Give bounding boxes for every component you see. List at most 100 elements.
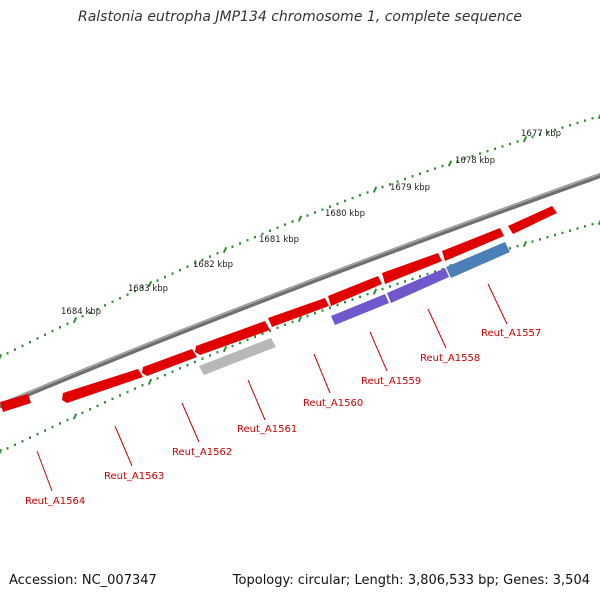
forward-gene-arrow[interactable] bbox=[328, 276, 382, 306]
scale-dot bbox=[96, 404, 99, 407]
label-line-Reut_A1563 bbox=[114, 425, 133, 467]
scale-dot bbox=[44, 429, 46, 432]
scale-dot bbox=[411, 175, 414, 178]
forward-gene-arrow[interactable] bbox=[508, 206, 557, 234]
scale-tick-label: 1680 kbp bbox=[325, 209, 365, 219]
scale-dot bbox=[321, 208, 324, 211]
gene-label-Reut_A1561[interactable]: Reut_A1561 bbox=[237, 424, 297, 435]
outer-scale-track bbox=[0, 112, 600, 361]
scale-dot bbox=[434, 270, 436, 273]
scale-dot bbox=[89, 408, 91, 411]
scale-dot bbox=[351, 196, 354, 200]
scale-dot bbox=[239, 242, 241, 245]
scale-dot bbox=[434, 167, 436, 170]
forward-gene-arrow[interactable] bbox=[195, 321, 270, 355]
forward-gene-arrow[interactable] bbox=[62, 369, 143, 403]
scale-dot bbox=[389, 183, 391, 186]
scale-dot bbox=[561, 231, 564, 235]
scale-major-tick bbox=[522, 136, 528, 143]
scale-dot bbox=[531, 135, 534, 139]
scale-dot bbox=[194, 360, 196, 364]
scale-dot bbox=[104, 304, 106, 307]
scale-dot bbox=[156, 279, 159, 282]
forward-gene-arrow[interactable] bbox=[268, 298, 329, 327]
scale-dot bbox=[479, 152, 481, 155]
scale-dot bbox=[464, 157, 466, 160]
scale-dot bbox=[516, 244, 519, 248]
scale-dot bbox=[231, 245, 234, 248]
scale-major-tick bbox=[297, 215, 303, 222]
scale-major-tick bbox=[522, 240, 528, 248]
scale-major-tick bbox=[0, 448, 3, 456]
gene-label-Reut_A1559[interactable]: Reut_A1559 bbox=[361, 376, 421, 387]
length-label: Length: bbox=[354, 573, 404, 588]
scale-dot bbox=[284, 323, 286, 326]
gene-label-Reut_A1562[interactable]: Reut_A1562 bbox=[172, 447, 232, 458]
gene-labels: Reut_A1557 Reut_A1558 Reut_A1559 Reut_A1… bbox=[25, 328, 541, 507]
scale-dot bbox=[254, 235, 256, 239]
label-line-Reut_A1560 bbox=[313, 353, 331, 394]
scale-dot bbox=[276, 326, 279, 329]
forward-gene-arrow[interactable] bbox=[382, 253, 442, 284]
gene-label-Reut_A1564[interactable]: Reut_A1564 bbox=[25, 496, 85, 507]
scale-dot bbox=[591, 223, 594, 226]
gene-Reut_A1559-arrow[interactable] bbox=[331, 294, 389, 325]
scale-dot bbox=[6, 352, 9, 355]
scale-dot bbox=[419, 275, 421, 278]
gene-label-lines bbox=[36, 283, 508, 492]
scale-dot bbox=[96, 307, 99, 311]
scale-dot bbox=[329, 205, 331, 208]
scale-dot bbox=[141, 384, 144, 387]
scale-dot bbox=[29, 340, 31, 344]
scale-dot bbox=[81, 411, 84, 414]
scale-dot bbox=[539, 133, 541, 136]
scale-dot bbox=[284, 223, 286, 226]
scale-dot bbox=[29, 436, 31, 439]
gene-label-Reut_A1563[interactable]: Reut_A1563 bbox=[104, 471, 164, 482]
scale-dot bbox=[396, 282, 399, 286]
gene-Reut_A1561-arrow[interactable] bbox=[199, 338, 276, 375]
gene-Reut_A1557-arrow[interactable] bbox=[446, 242, 510, 278]
length-value: 3,806,533 bp bbox=[407, 573, 495, 588]
gene-label-Reut_A1560[interactable]: Reut_A1560 bbox=[303, 398, 363, 409]
genes-label: Genes: bbox=[503, 573, 549, 588]
scale-dot bbox=[591, 117, 594, 120]
scale-dot bbox=[171, 272, 174, 275]
scale-dot bbox=[209, 354, 211, 357]
topology-value: circular bbox=[297, 573, 346, 588]
scale-dot bbox=[51, 425, 54, 429]
gene-label-Reut_A1557[interactable]: Reut_A1557 bbox=[481, 328, 541, 339]
scale-dot bbox=[111, 397, 114, 401]
accession-info: Accession: NC_007347 bbox=[9, 573, 157, 588]
gene-Reut_A1558-arrow[interactable] bbox=[387, 268, 449, 303]
scale-dot bbox=[359, 295, 361, 299]
accession-value: NC_007347 bbox=[81, 573, 157, 588]
scale-dot bbox=[186, 265, 189, 268]
scale-dot bbox=[111, 300, 114, 303]
forward-gene-arrow[interactable] bbox=[442, 228, 504, 261]
scale-major-tick bbox=[72, 316, 78, 324]
scale-dot bbox=[186, 364, 189, 367]
scale-dot bbox=[561, 126, 564, 129]
scale-tick-label: 1682 kbp bbox=[193, 260, 233, 270]
scale-dot bbox=[404, 280, 406, 283]
scale-dot bbox=[456, 159, 459, 163]
scale-dot bbox=[306, 214, 309, 217]
scale-dot bbox=[411, 277, 414, 281]
scale-dot bbox=[516, 140, 519, 143]
scale-dot bbox=[134, 289, 136, 293]
scale-tick-label: 1683 kbp bbox=[128, 284, 168, 294]
scale-dot bbox=[246, 338, 249, 341]
scale-dot bbox=[396, 180, 399, 183]
gene-label-Reut_A1558[interactable]: Reut_A1558 bbox=[420, 353, 480, 364]
forward-gene-arrow[interactable] bbox=[0, 394, 31, 412]
chromosome-backbone-highlight bbox=[0, 173, 600, 406]
scale-dot bbox=[104, 401, 106, 404]
scale-dot bbox=[336, 202, 339, 205]
scale-tick-label: 1678 kbp bbox=[455, 156, 495, 166]
forward-gene-arrow[interactable] bbox=[142, 349, 197, 376]
scale-dot bbox=[389, 285, 391, 288]
label-line-Reut_A1559 bbox=[369, 331, 388, 372]
scale-dot bbox=[584, 119, 586, 122]
